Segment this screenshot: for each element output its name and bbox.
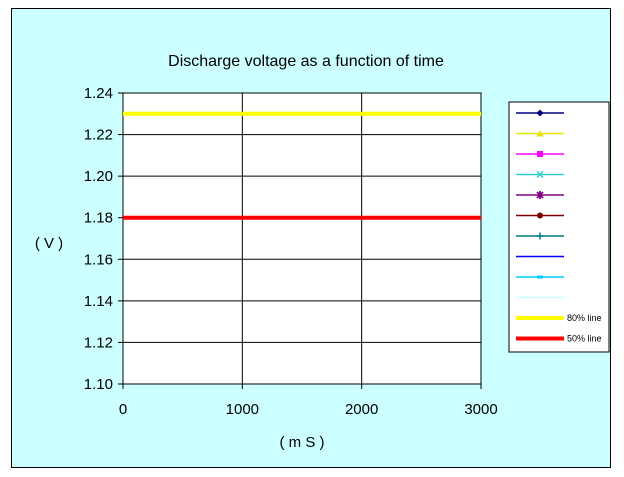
chart-title: Discharge voltage as a function of time	[168, 53, 444, 70]
x-axis-ticks: 0 1000 2000 3000	[119, 384, 498, 418]
chart-svg: Discharge voltage as a function of time …	[11, 8, 611, 468]
y-axis-ticks: 1.24 1.22 1.20 1.18 1.16 1.14 1.12 1.10	[84, 85, 123, 393]
legend-entry	[516, 212, 564, 219]
legend-entry	[516, 109, 564, 117]
legend-entry	[516, 130, 564, 137]
legend-entry	[516, 232, 564, 240]
grid-lines	[123, 93, 481, 384]
legend-entry	[516, 275, 564, 279]
x-tick-label: 3000	[464, 401, 497, 418]
legend-entries: 80% line 50% line	[516, 109, 602, 344]
legend-label: 80% line	[567, 313, 602, 323]
x-tick-label: 2000	[345, 401, 378, 418]
legend-marker	[536, 130, 544, 137]
legend-entry: 80% line	[516, 313, 602, 323]
y-tick-label: 1.20	[84, 168, 113, 185]
y-tick-label: 1.14	[84, 293, 113, 310]
x-axis-label: ( m S )	[280, 434, 325, 451]
y-axis-label: ( V )	[35, 235, 63, 252]
legend-marker	[537, 151, 543, 157]
legend-entry	[516, 151, 564, 157]
legend	[508, 101, 610, 353]
legend-entry	[516, 170, 564, 179]
series-lines	[123, 111, 481, 220]
legend-marker	[536, 109, 544, 117]
legend-entry: 50% line	[516, 334, 602, 344]
legend-marker	[536, 232, 544, 240]
y-tick-label: 1.24	[84, 85, 113, 102]
x-tick-label: 1000	[226, 401, 259, 418]
y-tick-label: 1.12	[84, 334, 113, 351]
y-tick-label: 1.10	[84, 376, 113, 393]
legend-marker	[536, 170, 544, 179]
legend-marker	[536, 191, 544, 199]
chart-area: Discharge voltage as a function of time …	[11, 8, 611, 468]
legend-entry	[516, 191, 564, 199]
y-tick-label: 1.22	[84, 127, 113, 144]
legend-marker	[537, 275, 543, 279]
y-tick-label: 1.16	[84, 251, 113, 268]
legend-label: 50% line	[567, 334, 602, 344]
plot-area	[122, 92, 482, 385]
legend-marker	[537, 212, 543, 219]
y-tick-label: 1.18	[84, 210, 113, 227]
x-tick-label: 0	[119, 401, 127, 418]
